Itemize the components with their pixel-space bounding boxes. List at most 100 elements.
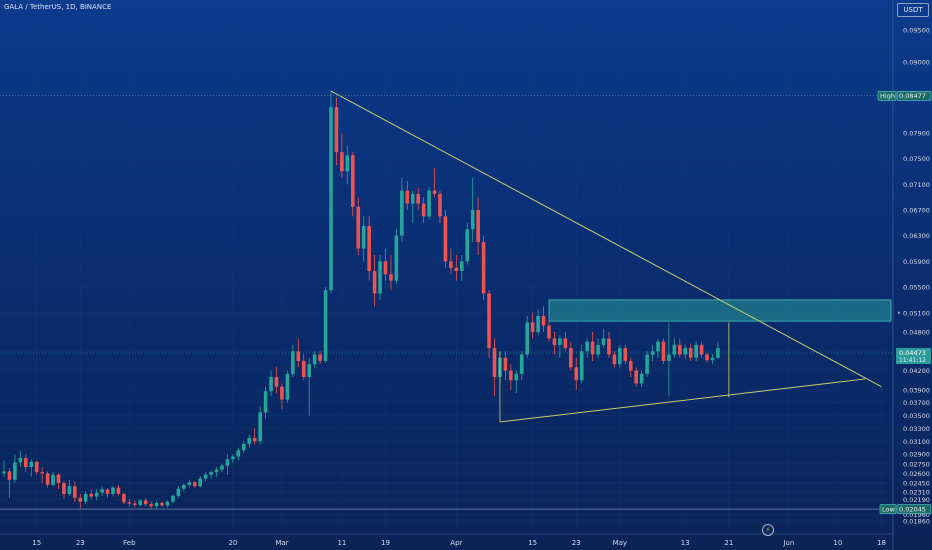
- candle-body: [443, 216, 448, 262]
- x-tick-label: 23: [76, 539, 85, 547]
- y-tick-label: 0.02900: [903, 451, 930, 459]
- candle-body: [340, 152, 344, 172]
- candle-body: [699, 344, 704, 355]
- candle-body: [67, 486, 72, 494]
- candle-body: [100, 489, 104, 493]
- candle-body: [394, 235, 399, 281]
- candle-body: [432, 190, 437, 194]
- candle-body: [383, 261, 388, 275]
- y-tick-label: 0.03100: [903, 438, 930, 446]
- candle-body: [301, 360, 306, 378]
- low-value: 0.02045: [899, 505, 926, 513]
- x-tick-label: 18: [877, 539, 886, 547]
- x-tick-label: Mar: [275, 539, 288, 547]
- candle-body: [579, 351, 584, 381]
- candle-body: [421, 203, 426, 217]
- candle-body: [116, 487, 121, 494]
- candle-body: [127, 502, 132, 504]
- lower-trendline: [499, 378, 866, 423]
- x-tick-label: Apr: [450, 539, 462, 547]
- candle-body: [351, 155, 355, 207]
- x-tick-label: 21: [724, 539, 733, 547]
- candle-body: [78, 497, 83, 502]
- candle-body: [558, 338, 562, 345]
- candle-body: [514, 373, 519, 381]
- candle-body: [192, 482, 197, 487]
- y-tick-label: 0.01960: [903, 511, 930, 519]
- candle-body: [40, 472, 44, 474]
- candle-body: [45, 473, 50, 485]
- candle-body: [552, 338, 557, 345]
- candle-body: [389, 274, 393, 281]
- candle-body: [51, 474, 55, 485]
- candle-body: [285, 373, 290, 400]
- upper-trendline: [330, 90, 882, 388]
- candle-body: [209, 472, 213, 475]
- currency-button[interactable]: USDT: [897, 3, 929, 17]
- candle-body: [367, 226, 371, 271]
- y-tick-label: 0.02600: [903, 470, 930, 478]
- last-price-bg: [896, 348, 931, 365]
- y-tick-label: 0.03300: [903, 425, 930, 433]
- candle-body: [236, 450, 241, 457]
- candle-body: [252, 438, 257, 442]
- high-label: High: [880, 92, 895, 100]
- y-tick-label: 0.03700: [903, 399, 930, 407]
- x-tick-label: Jun: [782, 539, 794, 547]
- candle-body: [410, 193, 415, 204]
- candle-body: [541, 315, 546, 326]
- candle-body: [225, 459, 230, 466]
- chart-title: GALA / TetherUS, 1D, BINANCE: [4, 3, 112, 11]
- lightning-icon[interactable]: ⚡: [762, 524, 774, 536]
- x-tick-label: 15: [32, 539, 41, 547]
- candle-body: [487, 293, 491, 349]
- candle-body: [563, 338, 568, 349]
- candle-body: [683, 348, 688, 355]
- candle-body: [122, 493, 126, 503]
- candle-body: [607, 338, 611, 355]
- candle-body: [427, 190, 431, 217]
- candle-body: [2, 471, 6, 474]
- candle-body: [214, 469, 219, 473]
- y-tick-label: 0.02750: [903, 460, 930, 468]
- candle-body: [138, 500, 143, 505]
- low-label: Low: [882, 505, 895, 513]
- candle-body: [372, 271, 377, 294]
- candle-body: [481, 242, 486, 294]
- candle-body: [274, 377, 279, 387]
- candle-body: [34, 461, 39, 473]
- candle-body: [661, 341, 666, 361]
- y-tick-label: 0.01860: [903, 517, 930, 525]
- candle-body: [519, 354, 524, 374]
- candle-body: [269, 377, 273, 392]
- candle-body: [56, 474, 61, 484]
- candle-body: [89, 493, 93, 497]
- high-value: 0.08477: [899, 92, 926, 100]
- candle-body: [171, 495, 175, 502]
- candle-body: [525, 322, 529, 355]
- candle-body: [307, 364, 311, 378]
- candle-body: [94, 492, 99, 497]
- candle-body: [465, 229, 470, 262]
- candle-body: [345, 155, 350, 172]
- y-tick-label: 0.02450: [903, 480, 930, 488]
- candle-body: [329, 107, 333, 291]
- candle-body: [291, 351, 295, 374]
- candle-body: [460, 261, 464, 271]
- high-label-bg: [877, 90, 897, 101]
- candle-body: [334, 107, 339, 153]
- candle-body: [111, 487, 115, 494]
- candle-body: [182, 484, 186, 489]
- level-marker: [897, 311, 901, 314]
- candle-body: [83, 493, 88, 502]
- candle-body: [263, 391, 268, 413]
- candle-body: [656, 341, 660, 352]
- candle-body: [160, 502, 164, 506]
- candle-body: [449, 261, 453, 268]
- x-tick-label: 11: [337, 539, 346, 547]
- candle-body: [405, 190, 410, 204]
- candle-body: [694, 344, 698, 358]
- y-tick-label: 0.03500: [903, 412, 930, 420]
